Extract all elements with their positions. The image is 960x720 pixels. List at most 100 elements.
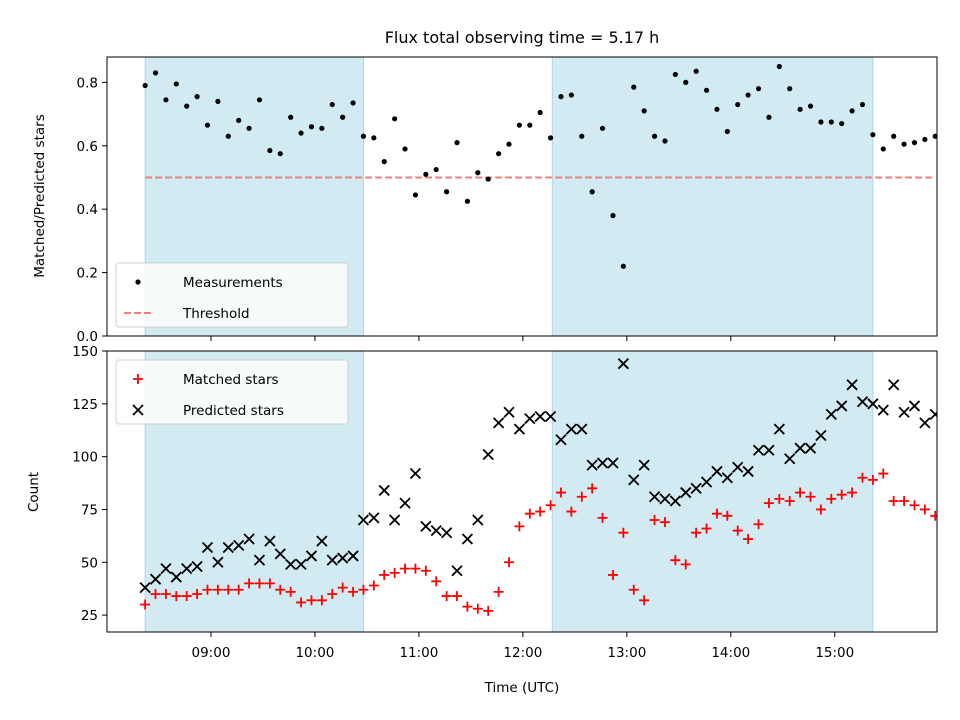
matched-star-point	[244, 578, 255, 589]
predicted-star-point	[804, 442, 817, 454]
legend-label: Threshold	[182, 306, 250, 322]
matched-star-point	[212, 584, 223, 595]
measurement-point	[360, 133, 367, 139]
predicted-star-point	[742, 465, 754, 478]
matched-star-point	[493, 586, 504, 597]
measurement-point	[163, 97, 169, 103]
predicted-star-point	[628, 474, 640, 486]
predicted-star-point	[243, 533, 255, 545]
matched-star-point	[847, 487, 858, 498]
predicted-star-point	[648, 491, 661, 503]
matched-star-point	[815, 504, 826, 515]
matched-star-point	[160, 588, 171, 599]
bottom-panel: 25 50 75 100 125 150 09:00 10:00 11:00 12:00 13:00…	[72, 344, 960, 661]
matched-star-point	[722, 510, 733, 521]
predicted-star-point	[929, 408, 937, 421]
predicted-star-point	[669, 495, 681, 507]
legend-marker-measurements	[135, 279, 141, 285]
measurement-point	[579, 133, 585, 139]
legend-marker-predicted	[132, 404, 144, 416]
measurement-point	[953, 121, 958, 126]
measurement-point	[246, 125, 252, 131]
matched-star-point	[899, 496, 910, 507]
predicted-star-point	[951, 414, 960, 424]
matched-star-point	[233, 584, 244, 595]
predicted-star-point	[170, 571, 182, 583]
y-tick-label: 25	[81, 608, 98, 624]
measurement-point	[319, 125, 325, 131]
measurement-point	[693, 68, 699, 74]
predicted-star-point	[191, 560, 203, 573]
predicted-star-point	[732, 461, 744, 473]
predicted-star-point	[555, 434, 567, 446]
predicted-star-point	[721, 472, 733, 484]
legend: Matched stars Predicted stars	[115, 359, 349, 425]
predicted-star-point	[856, 396, 869, 408]
predicted-star-point	[773, 423, 785, 435]
y-tick-label: 0.4	[77, 202, 98, 218]
measurement-point	[256, 97, 263, 103]
matched-star-point	[649, 515, 660, 526]
matched-star-point	[826, 493, 837, 504]
y-tick-label: 150	[72, 344, 98, 360]
predicted-star-point	[638, 459, 650, 471]
measurement-point	[464, 198, 471, 204]
matched-star-point	[400, 563, 411, 574]
legend-label: Matched stars	[183, 372, 279, 388]
matched-star-point	[857, 472, 868, 483]
matched-star-point	[327, 588, 338, 599]
measurement-point	[703, 87, 710, 93]
legend-marker-matched	[133, 374, 143, 384]
predicted-star-point	[264, 535, 276, 547]
measurement-point	[620, 263, 626, 269]
matched-star-point	[223, 584, 234, 595]
measurement-point	[392, 116, 398, 122]
predicted-star-point	[222, 541, 234, 554]
predicted-star-point	[867, 398, 879, 410]
predicted-star-point	[295, 558, 307, 571]
matched-star-point	[659, 517, 670, 528]
matched-star-point	[337, 582, 348, 593]
predicted-star-point	[617, 358, 630, 370]
matched-star-point	[951, 502, 960, 512]
predicted-star-point	[524, 412, 536, 425]
axes-frame	[106, 350, 938, 633]
matched-star-point	[566, 506, 577, 517]
matched-star-point	[711, 508, 722, 519]
measurement-point	[381, 159, 387, 165]
matched-star-point	[296, 597, 307, 608]
y-tick-label: 100	[72, 450, 98, 466]
predicted-star-point	[680, 486, 692, 499]
measurement-point	[298, 130, 304, 136]
legend-box	[115, 359, 349, 425]
y-tick-label: 0.6	[77, 139, 98, 155]
predicted-star-point	[326, 554, 338, 566]
matched-star-point	[514, 521, 525, 532]
measurement-point	[267, 147, 273, 154]
measurement-point	[350, 100, 356, 106]
predicted-star-point	[399, 497, 411, 509]
predicted-star-point	[711, 465, 723, 478]
matched-star-point	[607, 569, 618, 580]
legend-label: Predicted stars	[183, 403, 284, 419]
predicted-star-point	[337, 552, 349, 564]
matched-star-point	[472, 603, 483, 614]
predicted-star-point	[941, 409, 951, 419]
measurement-point	[444, 189, 450, 195]
measurement-point	[610, 212, 616, 219]
predicted-star-point	[440, 527, 453, 539]
predicted-star-point	[139, 581, 151, 594]
measurement-point	[423, 171, 429, 177]
predicted-star-point	[368, 512, 380, 524]
predicted-star-point	[357, 514, 370, 526]
matched-star-point	[919, 504, 930, 515]
matched-star-point	[389, 567, 400, 578]
measurement-point	[735, 101, 741, 108]
matched-star-point	[306, 595, 317, 606]
matched-star-point	[254, 578, 265, 589]
measurement-point	[454, 140, 460, 146]
matched-star-point	[275, 584, 286, 595]
measurement-point	[870, 132, 876, 138]
matched-star-point	[618, 527, 629, 538]
